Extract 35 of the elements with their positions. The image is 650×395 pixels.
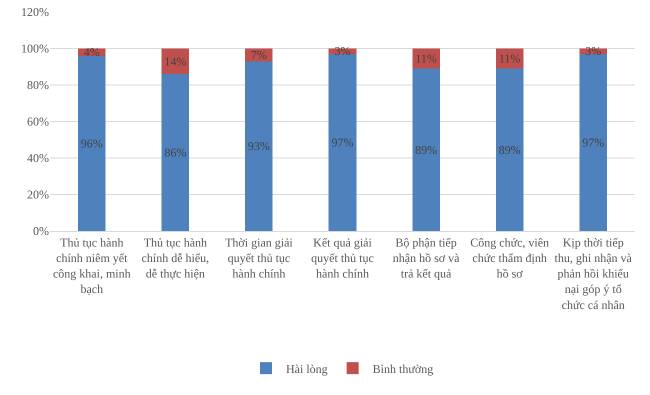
- data-label: 11%: [415, 52, 437, 66]
- data-label: 89%: [498, 142, 521, 157]
- data-label: 93%: [248, 139, 270, 154]
- bar: [579, 54, 607, 231]
- data-label: 86%: [164, 146, 186, 160]
- x-tick-label: Thời gian giải quyết thủ tục hành chính: [225, 235, 294, 281]
- x-tick-label: Kịp thời tiếp thu, ghi nhận và phản hồi khiếu nại góp ý tổ chức cá nhân: [554, 235, 633, 312]
- y-tick-label: 20%: [27, 188, 49, 202]
- bar: [245, 61, 273, 231]
- data-label: 96%: [80, 136, 103, 150]
- data-label: 89%: [415, 142, 438, 157]
- data-label: 7%: [250, 48, 267, 62]
- data-label: 97%: [582, 135, 604, 150]
- data-label: 4%: [84, 45, 100, 60]
- y-tick-label: 40%: [27, 151, 49, 166]
- bar: [78, 56, 106, 231]
- x-tick-label: Công chức, viên chức thẩm định hồ sơ: [470, 235, 550, 281]
- bar: [162, 74, 190, 231]
- legend-label: Bình thường: [372, 362, 434, 376]
- data-label: 11%: [498, 52, 520, 66]
- bar: [496, 68, 524, 231]
- data-label: 97%: [332, 135, 354, 150]
- y-tick-label: 0%: [33, 224, 49, 238]
- x-tick-label: Kết quả giải quyết thủ tục hành chính: [311, 235, 374, 281]
- data-label: 14%: [164, 54, 186, 68]
- y-tick-label: 80%: [27, 78, 49, 92]
- x-tick-label: Thủ tục hành chính dễ hiểu, dễ thực hiện: [142, 235, 210, 281]
- y-tick-label: 60%: [27, 114, 49, 129]
- bar: [328, 54, 356, 231]
- x-tick-label: Bộ phận tiếp nhận hồ sơ và trả kết quả: [392, 235, 460, 281]
- x-tick-label: Thủ tục hành chính niêm yết công khai, minh bạch: [52, 235, 131, 296]
- y-tick-label: 120%: [21, 5, 49, 20]
- bar: [412, 68, 440, 231]
- y-tick-label: 100%: [21, 42, 49, 56]
- legend-label: Hài lòng: [286, 362, 328, 376]
